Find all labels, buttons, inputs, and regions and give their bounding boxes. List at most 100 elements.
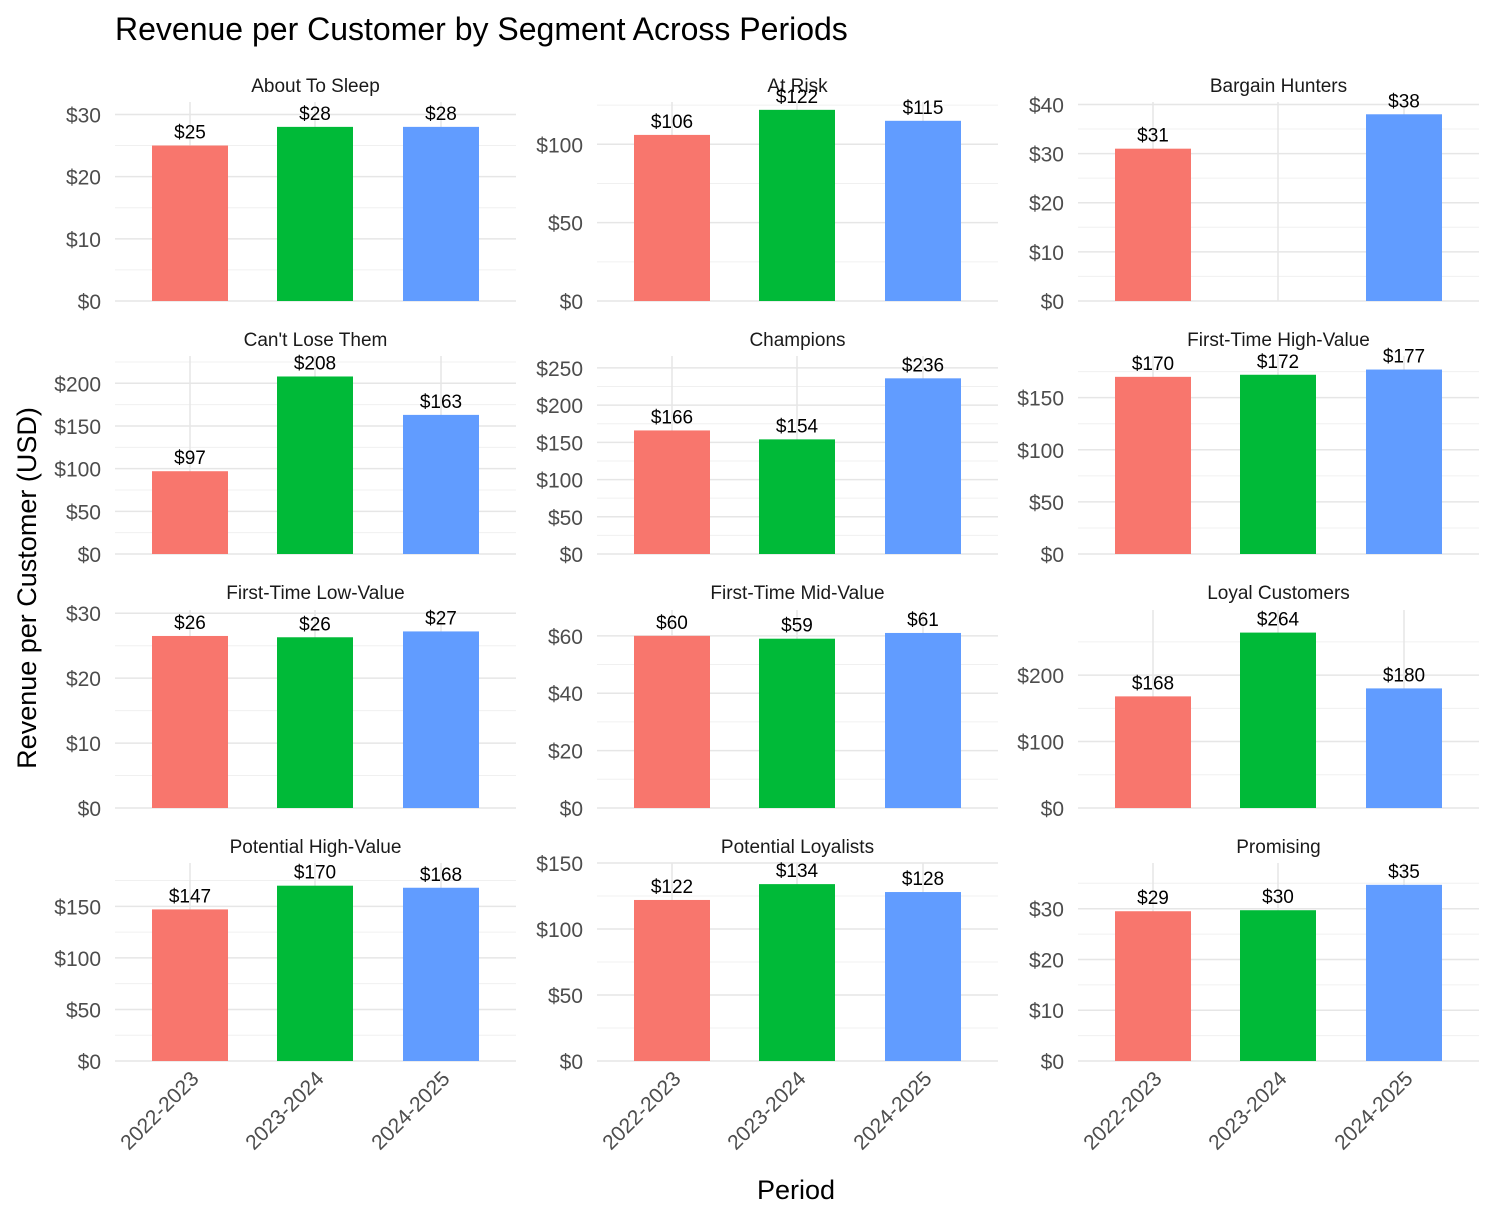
facet-strip-label: Champions xyxy=(749,330,845,351)
bar xyxy=(759,638,835,808)
facet-strip-label: Loyal Customers xyxy=(1207,583,1350,604)
bar-value-label: $122 xyxy=(776,87,818,108)
facet-strip-label: First-Time Mid-Value xyxy=(710,583,884,604)
x-tick-label: 2024-2025 xyxy=(1330,1067,1417,1154)
facet-panel: $0 $50 $100 $150 $200 Can't Lose Them $97 $208 $… xyxy=(54,330,516,567)
y-tick-label: $30 xyxy=(1029,144,1064,167)
facet-strip-label: About To Sleep xyxy=(251,76,380,97)
bar xyxy=(1366,369,1442,554)
bar-value-label: $26 xyxy=(174,613,206,634)
facet-strip-label: At Risk xyxy=(767,76,828,97)
facet-panel: $0 $10 $20 $30 Promising $29 $30 $35 2022-2023 20… xyxy=(1029,837,1479,1155)
bar xyxy=(634,635,710,808)
y-tick-label: $20 xyxy=(1029,193,1064,216)
chart-title: Revenue per Customer by Segment Across P… xyxy=(115,11,848,47)
facet-strip-label: Can't Lose Them xyxy=(244,330,388,351)
y-tick-label: $250 xyxy=(536,358,583,381)
bar-value-label: $147 xyxy=(169,886,211,907)
bar xyxy=(152,145,228,301)
y-tick-label: $0 xyxy=(560,1051,583,1074)
bar xyxy=(1240,374,1316,554)
bar-value-label: $38 xyxy=(1388,91,1420,112)
bar xyxy=(759,884,835,1061)
bar xyxy=(634,134,710,301)
y-tick-label: $50 xyxy=(66,501,101,524)
bar xyxy=(277,126,353,301)
bar xyxy=(152,471,228,554)
bar-value-label: $122 xyxy=(651,877,693,898)
bar-value-label: $180 xyxy=(1383,665,1425,686)
bar-value-label: $26 xyxy=(299,614,331,635)
bar-value-label: $28 xyxy=(425,104,457,125)
y-tick-label: $50 xyxy=(66,999,101,1022)
y-tick-label: $40 xyxy=(548,683,583,706)
y-tick-label: $20 xyxy=(548,741,583,764)
y-tick-label: $150 xyxy=(54,896,101,919)
y-tick-label: $0 xyxy=(78,544,101,567)
bar xyxy=(403,887,479,1061)
bar-value-label: $106 xyxy=(651,112,693,133)
y-tick-label: $50 xyxy=(1029,492,1064,515)
bar xyxy=(885,632,961,808)
y-tick-label: $0 xyxy=(560,544,583,567)
bar-value-label: $177 xyxy=(1383,347,1425,368)
y-tick-label: $10 xyxy=(1029,1000,1064,1023)
facet-strip-label: Potential High-Value xyxy=(230,837,402,858)
bar xyxy=(277,376,353,554)
facet-panel: $0 $50 $100 $150 Potential High-Value $147 $17… xyxy=(54,837,516,1155)
bar-value-label: $170 xyxy=(1132,354,1174,375)
bar xyxy=(885,378,961,554)
y-tick-label: $0 xyxy=(1041,798,1064,821)
bar xyxy=(1366,884,1442,1061)
y-tick-label: $0 xyxy=(560,291,583,314)
facet-strip-label: Potential Loyalists xyxy=(721,837,874,858)
bar-value-label: $61 xyxy=(907,610,939,631)
bar-value-label: $170 xyxy=(294,863,336,884)
y-tick-label: $50 xyxy=(548,213,583,236)
y-tick-label: $100 xyxy=(536,470,583,493)
x-tick-label: 2023-2024 xyxy=(1204,1067,1292,1155)
bar xyxy=(634,899,710,1061)
y-tick-label: $0 xyxy=(78,291,101,314)
bar xyxy=(885,892,961,1061)
x-tick-label: 2024-2025 xyxy=(367,1067,454,1154)
facet-panel: $0 $100 $200 Loyal Customers $168 $264 $180 xyxy=(1017,583,1479,821)
y-tick-label: $100 xyxy=(54,459,101,482)
y-tick-label: $100 xyxy=(1017,732,1064,755)
facet-panel: $0 $10 $20 $30 About To Sleep $25 $28 $28 xyxy=(66,76,516,314)
y-tick-label: $200 xyxy=(536,395,583,418)
bar xyxy=(1115,148,1191,301)
bar xyxy=(277,637,353,808)
y-tick-label: $0 xyxy=(78,1051,101,1074)
y-tick-label: $10 xyxy=(66,733,101,756)
facet-panel: $0 $50 $100 $150 First-Time High-Value $170 $1… xyxy=(1017,330,1479,567)
bar xyxy=(152,635,228,808)
bar xyxy=(277,885,353,1061)
bar xyxy=(403,414,479,554)
y-tick-label: $20 xyxy=(66,167,101,190)
y-tick-label: $20 xyxy=(66,668,101,691)
y-tick-label: $150 xyxy=(1017,388,1064,411)
bar-value-label: $115 xyxy=(903,98,944,119)
y-tick-label: $50 xyxy=(548,985,583,1008)
bar xyxy=(885,120,961,301)
y-tick-label: $150 xyxy=(54,416,101,439)
y-tick-label: $30 xyxy=(66,104,101,127)
bar-value-label: $163 xyxy=(420,392,462,413)
bar xyxy=(403,126,479,301)
y-tick-label: $50 xyxy=(548,507,583,530)
facet-panel: $0 $50 $100 At Risk $106 $122 $115 xyxy=(536,76,998,314)
bar-value-label: $128 xyxy=(902,869,944,890)
bar-value-label: $97 xyxy=(174,448,206,469)
y-tick-label: $60 xyxy=(548,626,583,649)
y-tick-label: $0 xyxy=(1041,544,1064,567)
y-tick-label: $0 xyxy=(1041,291,1064,314)
y-tick-label: $40 xyxy=(1029,94,1064,117)
y-tick-label: $100 xyxy=(536,134,583,157)
y-tick-label: $0 xyxy=(1041,1051,1064,1074)
y-tick-label: $100 xyxy=(54,948,101,971)
x-tick-label: 2022-2023 xyxy=(1079,1067,1166,1154)
facet-strip-label: Promising xyxy=(1236,837,1320,858)
x-tick-label: 2023-2024 xyxy=(241,1067,329,1155)
